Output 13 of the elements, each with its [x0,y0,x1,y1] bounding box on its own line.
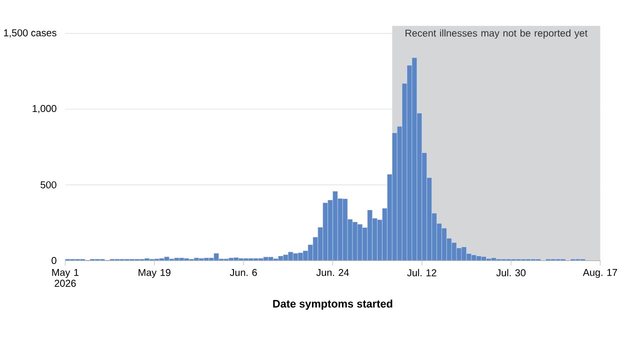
x-tick-label: May 1 2026 [52,268,78,287]
x-tick-label: Jun. 6 [230,268,257,276]
y-tick-label: 1,500 cases [4,29,56,38]
x-tick-label: Aug. 17 [582,268,618,278]
y-tick-label: 1,000 [32,104,56,114]
x-tick-label: Jul. 30 [496,268,526,276]
x-axis-title: Date symptoms started [273,300,392,310]
y-tick-label: 0 [52,256,56,264]
x-tick-label: Jun. 24 [316,268,349,276]
x-tick-label: May 19 [138,268,170,278]
x-tick-label: Jul. 12 [407,268,436,276]
y-tick-label: 500 [40,181,56,188]
band-label: Recent illnesses may not be reported yet [406,29,588,39]
